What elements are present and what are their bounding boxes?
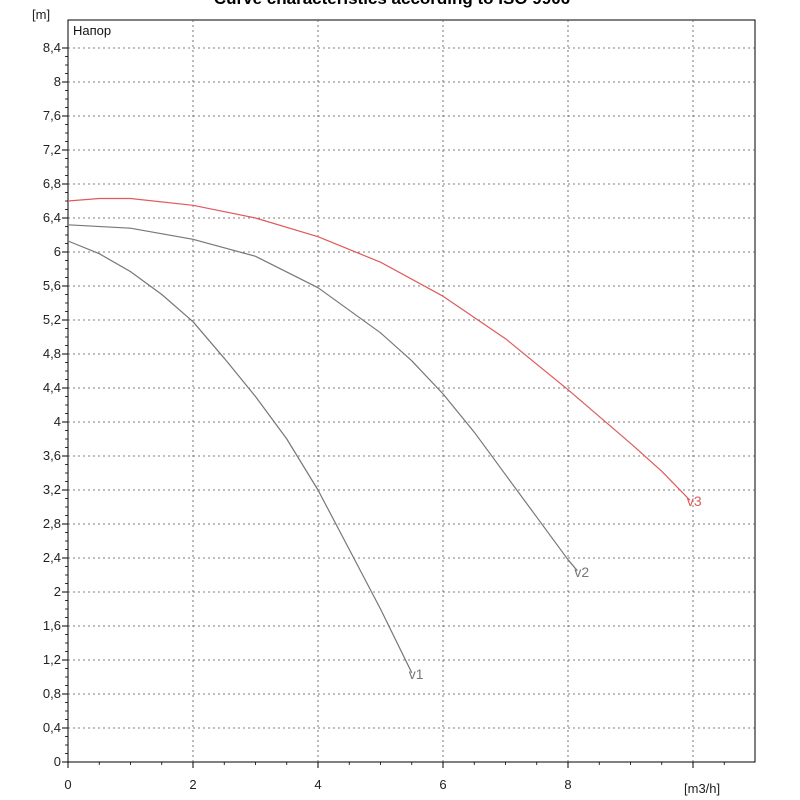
y-tick-label: 4,4 — [43, 380, 61, 395]
y-tick-label: 4,8 — [43, 346, 61, 361]
annotation-label: Напор — [73, 23, 111, 38]
y-tick-label: 2,4 — [43, 550, 61, 565]
y-tick-label: 7,6 — [43, 108, 61, 123]
x-tick-label: 4 — [314, 777, 321, 792]
y-tick-label: 3,6 — [43, 448, 61, 463]
y-tick-label: 6,4 — [43, 210, 61, 225]
y-tick-label: 2 — [54, 584, 61, 599]
x-tick-label: 8 — [564, 777, 571, 792]
x-tick-label: 6 — [439, 777, 446, 792]
y-tick-label: 6,8 — [43, 176, 61, 191]
axes: 0 0,4 0,8 1,2 1,6 2 2,4 2,8 3,2 3,6 4 4,4 4,8 5,2 5,6 6… — [43, 40, 725, 792]
x-axis-unit-label: [m3/h] — [684, 781, 720, 796]
series-line-v3 — [67, 197, 691, 501]
y-tick-label: 0,8 — [43, 686, 61, 701]
y-tick-label: 6 — [54, 244, 61, 259]
y-tick-label: 0,4 — [43, 720, 61, 735]
y-axis-unit-label: [m] — [32, 7, 50, 22]
grid — [68, 20, 755, 762]
y-tick-label: 5,6 — [43, 278, 61, 293]
y-tick-label: 0 — [54, 754, 61, 769]
y-tick-label: 3,2 — [43, 482, 61, 497]
series-label-v1: v1 — [409, 666, 424, 682]
series-label-v2: v2 — [574, 564, 589, 580]
series-group: v1 v2 v3 — [67, 197, 702, 682]
y-tick-label: 8 — [54, 74, 61, 89]
series-line-v2 — [67, 224, 578, 572]
series-line-v1 — [67, 240, 413, 674]
x-tick-label: 2 — [189, 777, 196, 792]
y-tick-label: 1,6 — [43, 618, 61, 633]
x-tick-label: 0 — [64, 777, 71, 792]
y-tick-label: 5,2 — [43, 312, 61, 327]
y-tick-label: 7,2 — [43, 142, 61, 157]
plot-frame — [67, 19, 756, 763]
chart-title-cut: Curve characteristics according to ISO 9… — [214, 0, 570, 8]
y-tick-label: 8,4 — [43, 40, 61, 55]
series-label-v3: v3 — [687, 493, 702, 509]
y-tick-label: 4 — [54, 414, 61, 429]
y-tick-label: 1,2 — [43, 652, 61, 667]
y-tick-label: 2,8 — [43, 516, 61, 531]
